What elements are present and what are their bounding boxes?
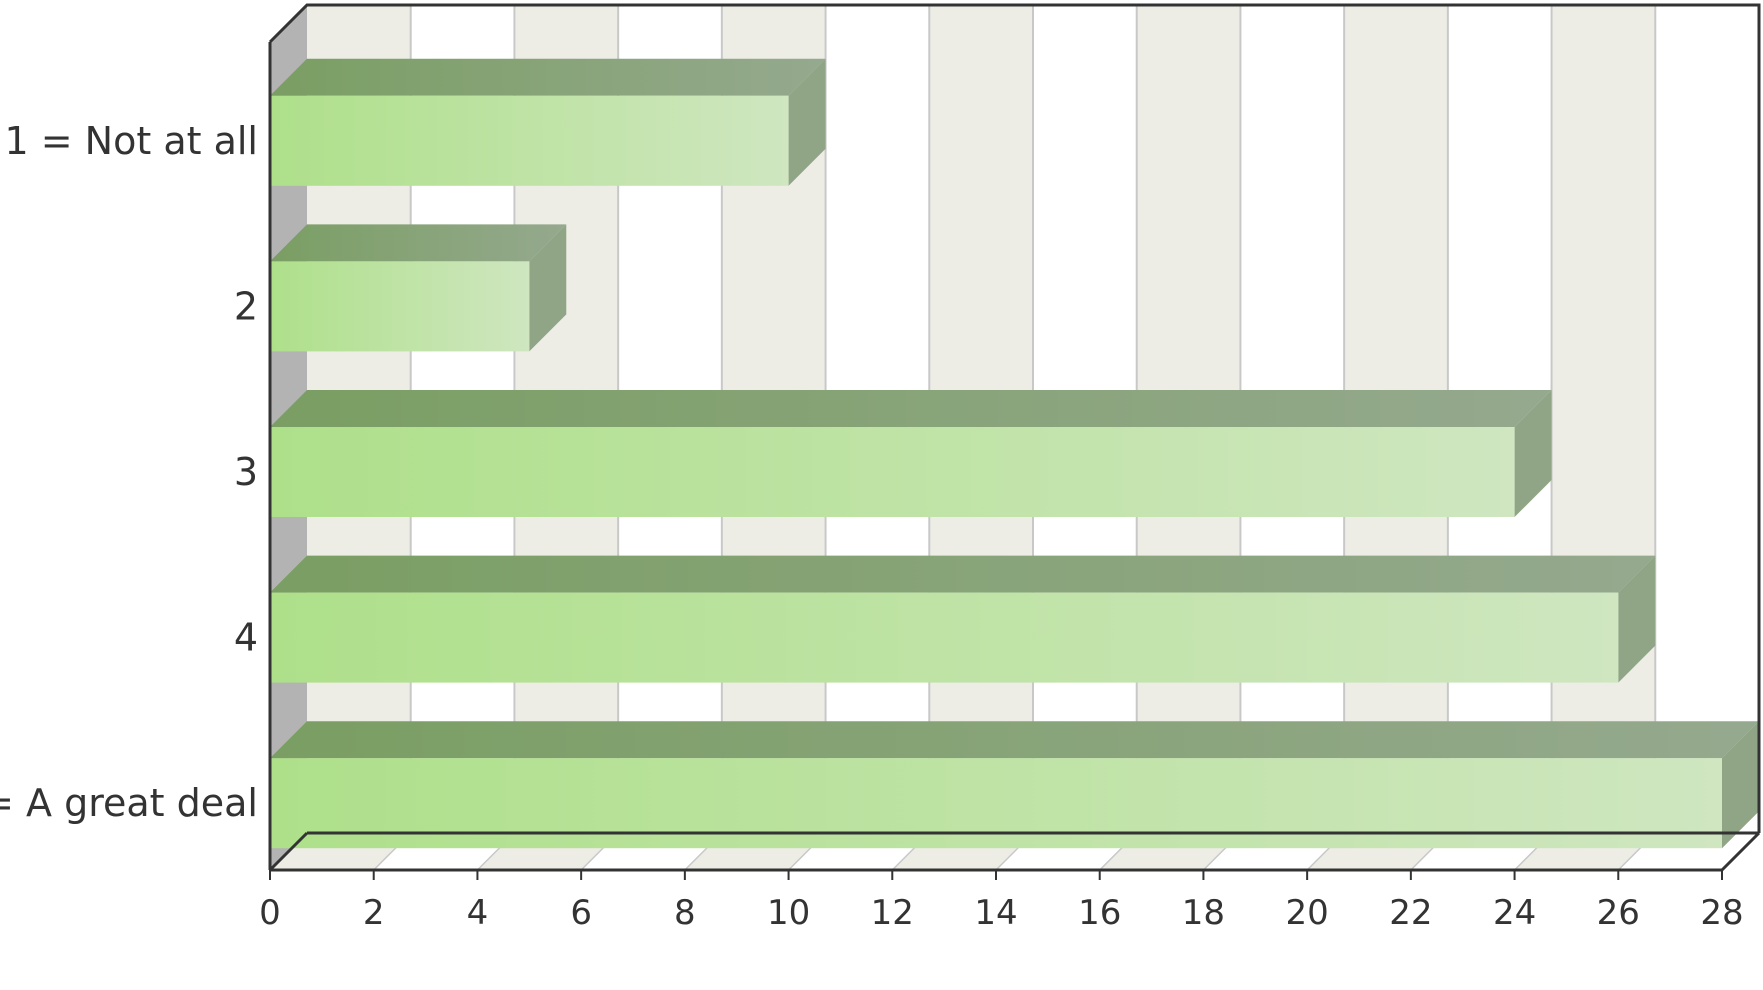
bar-top-face bbox=[270, 555, 1656, 593]
bar-top-face bbox=[270, 390, 1552, 427]
x-tick-label: 14 bbox=[974, 893, 1017, 933]
x-tick-label: 4 bbox=[467, 893, 489, 933]
category-label: 4 bbox=[234, 616, 258, 660]
x-tick-label: 24 bbox=[1493, 893, 1536, 933]
category-label: 5 = A great deal bbox=[0, 781, 258, 825]
bar-3 bbox=[270, 390, 1552, 517]
x-tick-label: 12 bbox=[871, 893, 914, 933]
bar-side-face bbox=[1618, 555, 1656, 683]
labels: 0 2 4 6 8 10 12 14 16 18 20 22 24 26 281 = Not at all2… bbox=[0, 119, 1744, 933]
bar-4 bbox=[270, 555, 1656, 683]
bar-side-face bbox=[529, 224, 567, 352]
category-label: 3 bbox=[234, 450, 258, 494]
axes bbox=[268, 3, 1761, 880]
x-tick-label: 6 bbox=[570, 893, 592, 933]
category-label: 1 = Not at all bbox=[5, 119, 259, 163]
bar-top-face bbox=[270, 58, 826, 96]
x-tick-label: 10 bbox=[767, 893, 810, 933]
bar-side-face bbox=[788, 58, 826, 186]
x-tick-label: 26 bbox=[1597, 893, 1640, 933]
bar-1 bbox=[270, 58, 826, 186]
category-label: 2 bbox=[234, 284, 258, 328]
grid-band bbox=[1551, 5, 1656, 833]
x-tick-label: 28 bbox=[1700, 893, 1743, 933]
bar-side-face bbox=[1722, 721, 1759, 849]
x-tick-label: 0 bbox=[259, 893, 281, 933]
x-tick-label: 20 bbox=[1286, 893, 1329, 933]
floor-right-edge bbox=[1720, 831, 1761, 872]
x-tick-label: 2 bbox=[363, 893, 385, 933]
bar-front-face bbox=[270, 261, 530, 352]
x-tick-label: 18 bbox=[1182, 893, 1225, 933]
bar-front-face bbox=[270, 758, 1722, 849]
bar-top-face bbox=[270, 224, 567, 262]
x-tick-label: 22 bbox=[1389, 893, 1432, 933]
bar-front-face bbox=[270, 592, 1619, 683]
bar-front-face bbox=[270, 427, 1515, 517]
bar-2 bbox=[270, 224, 567, 352]
bar-front-face bbox=[270, 95, 789, 186]
floor-left-edge bbox=[268, 831, 309, 872]
chart-frame bbox=[268, 3, 1761, 833]
bar-top-face bbox=[270, 721, 1759, 759]
x-tick-label: 16 bbox=[1078, 893, 1121, 933]
bar-5 bbox=[270, 721, 1759, 849]
x-tick-label: 8 bbox=[674, 893, 696, 933]
bar-side-face bbox=[1514, 390, 1552, 517]
